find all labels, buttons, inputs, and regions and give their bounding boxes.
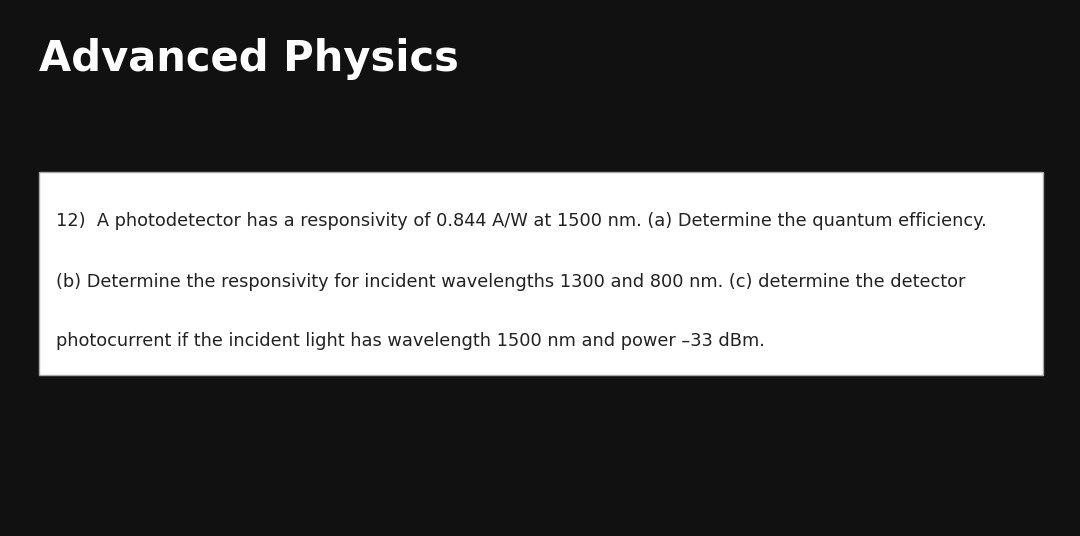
Text: Advanced Physics: Advanced Physics	[39, 38, 459, 79]
Text: (b) Determine the responsivity for incident wavelengths 1300 and 800 nm. (c) det: (b) Determine the responsivity for incid…	[56, 273, 966, 292]
Text: 12)  A photodetector has a responsivity of 0.844 A/W at 1500 nm. (a) Determine t: 12) A photodetector has a responsivity o…	[56, 212, 987, 230]
Text: photocurrent if the incident light has wavelength 1500 nm and power –33 dBm.: photocurrent if the incident light has w…	[56, 332, 765, 351]
